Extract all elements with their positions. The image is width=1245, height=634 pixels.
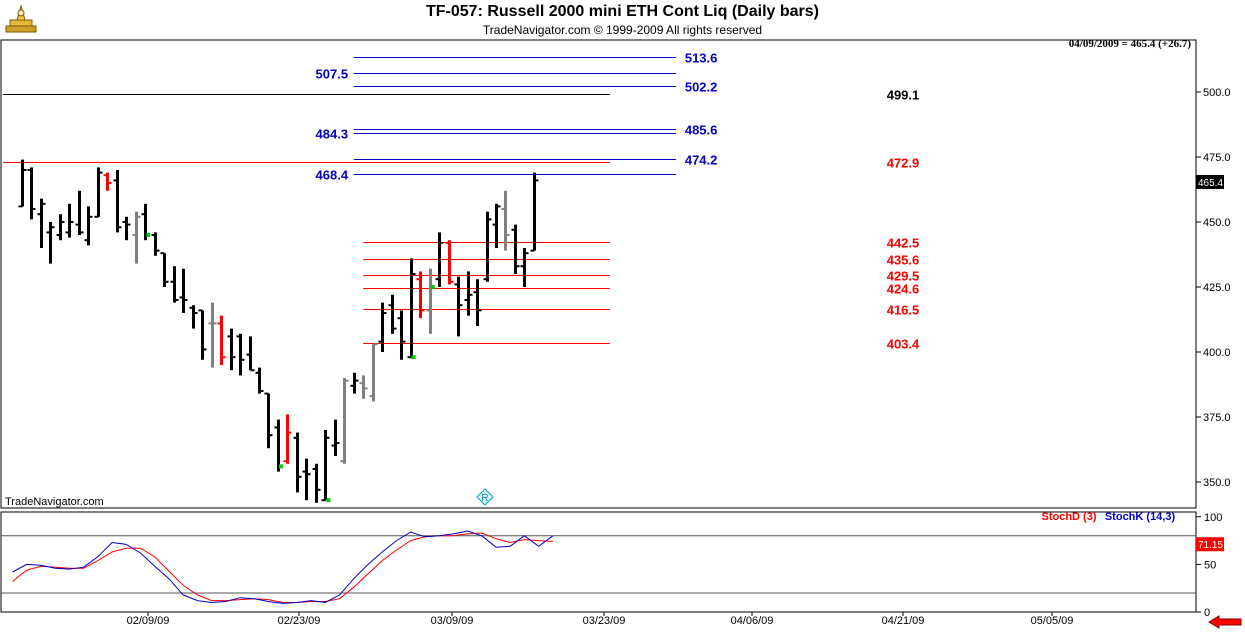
level-label: 468.4 — [316, 168, 349, 183]
level-label: 507.5 — [316, 67, 349, 82]
price-axis-label: 475.0 — [1203, 152, 1231, 164]
level-label: 435.6 — [887, 253, 920, 268]
level-label: 403.4 — [887, 337, 920, 352]
chart-subtitle: TradeNavigator.com © 1999-2009 All right… — [482, 23, 763, 37]
signal-dot — [146, 233, 151, 237]
last-price-tag — [1196, 174, 1224, 189]
level-label: 502.2 — [685, 80, 718, 95]
signal-dot — [278, 464, 283, 469]
signal-dot — [430, 285, 435, 289]
last-price-info: 04/09/2009 = 465.4 (+26.7) — [1068, 38, 1191, 50]
level-label: 513.6 — [685, 51, 718, 66]
x-axis-label: 05/05/09 — [1031, 615, 1074, 627]
stoch-axis-label: 100 — [1204, 512, 1222, 524]
price-axis-label: 375.0 — [1203, 412, 1231, 424]
signal-dot — [326, 498, 331, 503]
stoch-axis-label: 0 — [1204, 607, 1210, 619]
price-axis-label: 400.0 — [1203, 347, 1231, 359]
stochd-line — [12, 532, 553, 603]
stoch-axis-label: 50 — [1204, 559, 1216, 571]
stochk-line — [12, 530, 554, 604]
level-label: 485.6 — [685, 123, 718, 138]
x-axis-label: 04/06/09 — [731, 615, 774, 627]
stoch-pane-frame — [0, 511, 1197, 613]
r-marker-icon — [476, 488, 494, 506]
chart-title: TF-057: Russell 2000 mini ETH Cont Liq (… — [426, 3, 819, 20]
price-axis-label: 350.0 — [1203, 477, 1231, 489]
stoch-last-value: 71.15 — [1198, 540, 1223, 551]
price-axis-label: 450.0 — [1203, 217, 1231, 229]
last-price-value: 465.4 — [1198, 178, 1223, 189]
level-label: 424.6 — [887, 282, 920, 297]
r-marker-letter: R — [481, 493, 488, 504]
stochk-legend: StochK (14,3) — [1105, 511, 1176, 523]
level-label: 472.9 — [887, 156, 920, 171]
price-pane-frame — [0, 39, 1197, 509]
x-axis-label: 03/23/09 — [583, 615, 626, 627]
watermark: TradeNavigator.com — [5, 496, 104, 508]
price-axis-label: 500.0 — [1203, 87, 1231, 99]
stochd-legend: StochD (3) — [1042, 511, 1097, 523]
level-label: 442.5 — [887, 236, 920, 251]
x-axis-label: 02/09/09 — [127, 615, 170, 627]
level-label: 416.5 — [887, 303, 920, 318]
stoch-value-tag — [1196, 537, 1224, 552]
price-axis-label: 425.0 — [1203, 282, 1231, 294]
level-label: 474.2 — [685, 153, 718, 168]
level-label: 499.1 — [887, 88, 920, 103]
x-axis-label: 02/23/09 — [278, 615, 321, 627]
x-axis-label: 03/09/09 — [431, 615, 474, 627]
scroll-left-arrow-icon[interactable] — [1208, 615, 1242, 629]
signal-dot — [411, 355, 416, 360]
trade-navigator-logo-icon — [4, 4, 38, 34]
x-axis-label: 04/21/09 — [882, 615, 925, 627]
level-label: 429.5 — [887, 269, 920, 284]
level-label: 484.3 — [316, 127, 349, 142]
